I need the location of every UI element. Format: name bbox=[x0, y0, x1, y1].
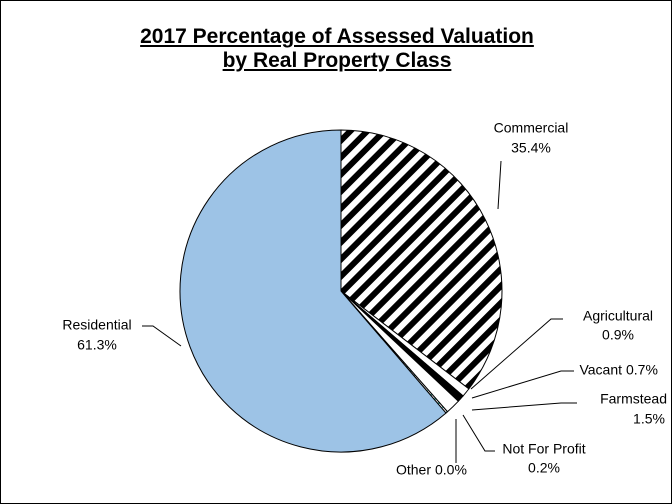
slice-label: Commercial bbox=[494, 120, 569, 136]
value-label: 35.4% bbox=[511, 140, 551, 156]
slice-label: Other bbox=[396, 462, 431, 478]
leader-line bbox=[462, 414, 495, 452]
value-label: 0.7% bbox=[626, 362, 658, 378]
value-label: 1.5% bbox=[633, 411, 665, 427]
slice-label: Farmstead bbox=[600, 391, 667, 407]
leader-line bbox=[497, 160, 502, 210]
value-label: 61.3% bbox=[77, 337, 117, 353]
pie-slice bbox=[340, 129, 503, 390]
leader-line bbox=[470, 318, 563, 390]
slice-label: Not For Profit bbox=[502, 441, 585, 457]
value-label: 0.9% bbox=[602, 327, 634, 343]
leader-line bbox=[142, 325, 182, 347]
pie-slice bbox=[179, 129, 447, 453]
slice-label: Residential bbox=[62, 317, 131, 333]
slice-label: Vacant bbox=[579, 362, 622, 378]
leader-line bbox=[471, 402, 577, 411]
value-label: 0.2% bbox=[528, 460, 560, 476]
leader-line bbox=[471, 370, 574, 399]
slice-label: Agricultural bbox=[583, 308, 653, 324]
chart-title: 2017 Percentage of Assessed Valuation by… bbox=[140, 25, 534, 72]
value-label: 0.0% bbox=[435, 462, 467, 478]
